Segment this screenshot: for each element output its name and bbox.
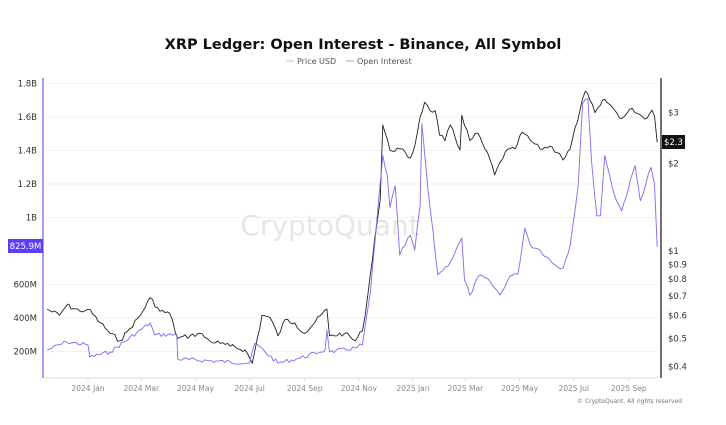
x-tick-label: 2025 Jul bbox=[558, 384, 589, 393]
x-tick-label: 2025 Jan bbox=[396, 384, 429, 393]
left-tick-label: 1.8B bbox=[18, 80, 38, 90]
left-tick-label: 1.6B bbox=[18, 113, 38, 123]
right-tick-label: $3 bbox=[668, 109, 679, 119]
right-tick-label: $0.5 bbox=[668, 334, 687, 344]
oi-current-tag: 825.9M bbox=[8, 239, 43, 253]
right-tick-label: $1 bbox=[668, 247, 679, 257]
price-current-value: $2.3 bbox=[664, 138, 683, 148]
price-current-tag: $2.3 bbox=[662, 135, 685, 149]
x-tick-label: 2024 Jul bbox=[234, 384, 265, 393]
left-tick-label: 600M bbox=[13, 281, 37, 291]
copyright-footer: © CryptoQuant. All rights reserved bbox=[577, 398, 682, 405]
oi-current-value: 825.9M bbox=[10, 242, 42, 252]
chart-title: XRP Ledger: Open Interest - Binance, All… bbox=[165, 37, 562, 53]
x-tick-label: 2024 Sep bbox=[287, 384, 323, 393]
left-tick-label: 1.4B bbox=[18, 147, 38, 157]
watermark: CryptoQuant bbox=[240, 209, 419, 242]
left-tick-label: 200M bbox=[13, 348, 37, 358]
left-tick-label: 1B bbox=[26, 214, 37, 224]
x-tick-label: 2024 Jan bbox=[71, 384, 104, 393]
legend-oi-label[interactable]: Open Interest bbox=[357, 57, 412, 66]
x-tick-label: 2025 Sep bbox=[611, 384, 647, 393]
x-tick-label: 2024 May bbox=[177, 384, 215, 393]
legend-price-label[interactable]: Price USD bbox=[297, 57, 336, 66]
right-tick-label: $0.6 bbox=[668, 311, 687, 321]
left-tick-label: 1.2B bbox=[18, 180, 38, 190]
left-tick-label: 400M bbox=[13, 314, 37, 324]
x-tick-label: 2024 Nov bbox=[341, 384, 378, 393]
legend: Price USD Open Interest bbox=[286, 57, 412, 66]
x-tick-label: 2025 May bbox=[501, 384, 539, 393]
x-tick-label: 2025 Mar bbox=[448, 384, 485, 393]
right-tick-label: $0.8 bbox=[668, 275, 687, 285]
x-tick-label: 2024 Mar bbox=[123, 384, 160, 393]
right-tick-label: $0.4 bbox=[668, 362, 687, 372]
right-tick-label: $0.9 bbox=[668, 260, 687, 270]
right-tick-label: $0.7 bbox=[668, 292, 687, 302]
right-tick-label: $2 bbox=[668, 160, 679, 170]
